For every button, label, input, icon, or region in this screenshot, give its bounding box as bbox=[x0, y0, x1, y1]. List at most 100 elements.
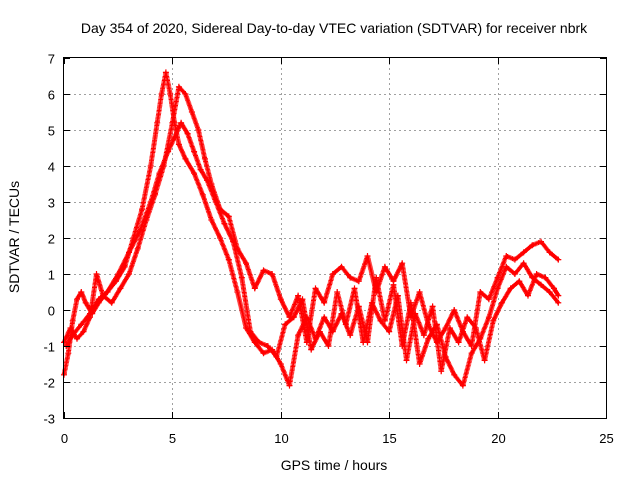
y-tick-label: 5 bbox=[48, 124, 55, 139]
y-tick-label: 2 bbox=[48, 232, 55, 247]
data-point bbox=[507, 285, 514, 292]
data-point bbox=[394, 292, 401, 299]
data-point bbox=[147, 199, 154, 205]
data-point bbox=[325, 343, 332, 349]
data-point bbox=[204, 177, 211, 184]
data-point bbox=[104, 289, 111, 295]
data-point bbox=[351, 285, 358, 292]
data-point bbox=[511, 271, 518, 277]
data-point bbox=[308, 346, 315, 353]
data-point bbox=[199, 191, 206, 198]
data-point bbox=[115, 271, 122, 277]
x-axis-label: GPS time / hours bbox=[281, 457, 388, 473]
data-point bbox=[80, 328, 87, 335]
data-point bbox=[338, 263, 345, 270]
y-tick-label: 3 bbox=[48, 196, 55, 211]
data-point bbox=[243, 260, 250, 267]
data-point bbox=[316, 328, 323, 335]
plot-frame bbox=[63, 57, 607, 419]
data-point bbox=[538, 281, 544, 288]
data-point bbox=[416, 361, 423, 367]
data-point bbox=[299, 296, 306, 303]
data-point bbox=[451, 307, 458, 313]
data-point bbox=[295, 332, 302, 339]
data-point bbox=[468, 343, 475, 349]
y-axis-label: SDTVAR / TECUs bbox=[6, 181, 22, 293]
data-point bbox=[273, 353, 280, 360]
data-point bbox=[377, 317, 384, 324]
data-point bbox=[477, 289, 484, 295]
data-point bbox=[451, 371, 458, 378]
data-point bbox=[212, 199, 219, 205]
data-point bbox=[117, 285, 124, 292]
data-point bbox=[481, 357, 488, 364]
y-tick-label: 7 bbox=[48, 52, 55, 67]
data-point bbox=[329, 271, 336, 277]
data-point bbox=[498, 299, 505, 306]
data-point bbox=[511, 256, 518, 263]
data-point bbox=[225, 256, 232, 263]
data-point bbox=[520, 249, 527, 256]
data-point bbox=[425, 335, 432, 342]
data-point bbox=[555, 292, 562, 299]
data-point bbox=[290, 314, 297, 321]
data-point bbox=[234, 289, 241, 295]
x-tick-label: 0 bbox=[61, 431, 68, 446]
data-point bbox=[230, 238, 237, 245]
data-point bbox=[555, 256, 562, 263]
data-point bbox=[373, 289, 380, 295]
data-point bbox=[368, 299, 375, 306]
y-tick-label: 4 bbox=[48, 160, 55, 175]
data-point bbox=[334, 289, 341, 295]
data-point bbox=[65, 350, 72, 357]
data-point bbox=[82, 299, 89, 306]
data-point bbox=[69, 317, 76, 324]
data-point bbox=[386, 328, 393, 335]
data-point bbox=[438, 368, 445, 375]
data-point bbox=[87, 310, 93, 317]
data-point bbox=[494, 274, 501, 281]
x-tick-label: 25 bbox=[599, 431, 613, 446]
data-point bbox=[126, 249, 132, 256]
data-point bbox=[201, 155, 208, 162]
data-point bbox=[169, 119, 176, 126]
data-point bbox=[225, 213, 232, 220]
y-tick-label: -3 bbox=[43, 412, 55, 427]
data-point bbox=[93, 271, 100, 277]
data-point bbox=[175, 141, 182, 148]
data-point bbox=[546, 249, 553, 256]
data-point bbox=[429, 303, 436, 310]
data-point bbox=[167, 91, 174, 97]
data-point bbox=[555, 299, 562, 306]
data-point bbox=[208, 217, 215, 223]
data-point bbox=[295, 292, 302, 299]
x-tick-label: 20 bbox=[491, 431, 505, 446]
data-point bbox=[191, 170, 198, 177]
y-tick-label: 0 bbox=[48, 304, 55, 319]
data-point bbox=[282, 321, 289, 328]
data-point bbox=[485, 296, 492, 303]
data-point bbox=[494, 285, 501, 292]
data-point bbox=[416, 289, 423, 295]
data-point bbox=[108, 299, 115, 306]
data-point bbox=[175, 83, 182, 90]
data-point bbox=[342, 321, 349, 328]
data-point bbox=[156, 170, 163, 177]
data-point bbox=[182, 91, 189, 97]
data-point bbox=[171, 134, 178, 141]
data-point bbox=[551, 285, 557, 292]
data-point bbox=[182, 155, 189, 162]
data-point bbox=[347, 332, 354, 339]
x-tick-label: 10 bbox=[274, 431, 288, 446]
axis-ticks: 0 5 10 15 20 25 -3 -2 -1 0 1 2 3 4 5 6 7 bbox=[43, 52, 613, 447]
data-point bbox=[529, 242, 536, 249]
data-point bbox=[260, 350, 267, 357]
data-point bbox=[533, 271, 540, 277]
y-tick-label: -2 bbox=[43, 376, 55, 391]
data-point bbox=[542, 274, 549, 281]
data-point bbox=[472, 325, 479, 331]
data-point bbox=[95, 296, 102, 303]
y-tick-label: 6 bbox=[48, 88, 55, 103]
data-point bbox=[390, 278, 397, 285]
